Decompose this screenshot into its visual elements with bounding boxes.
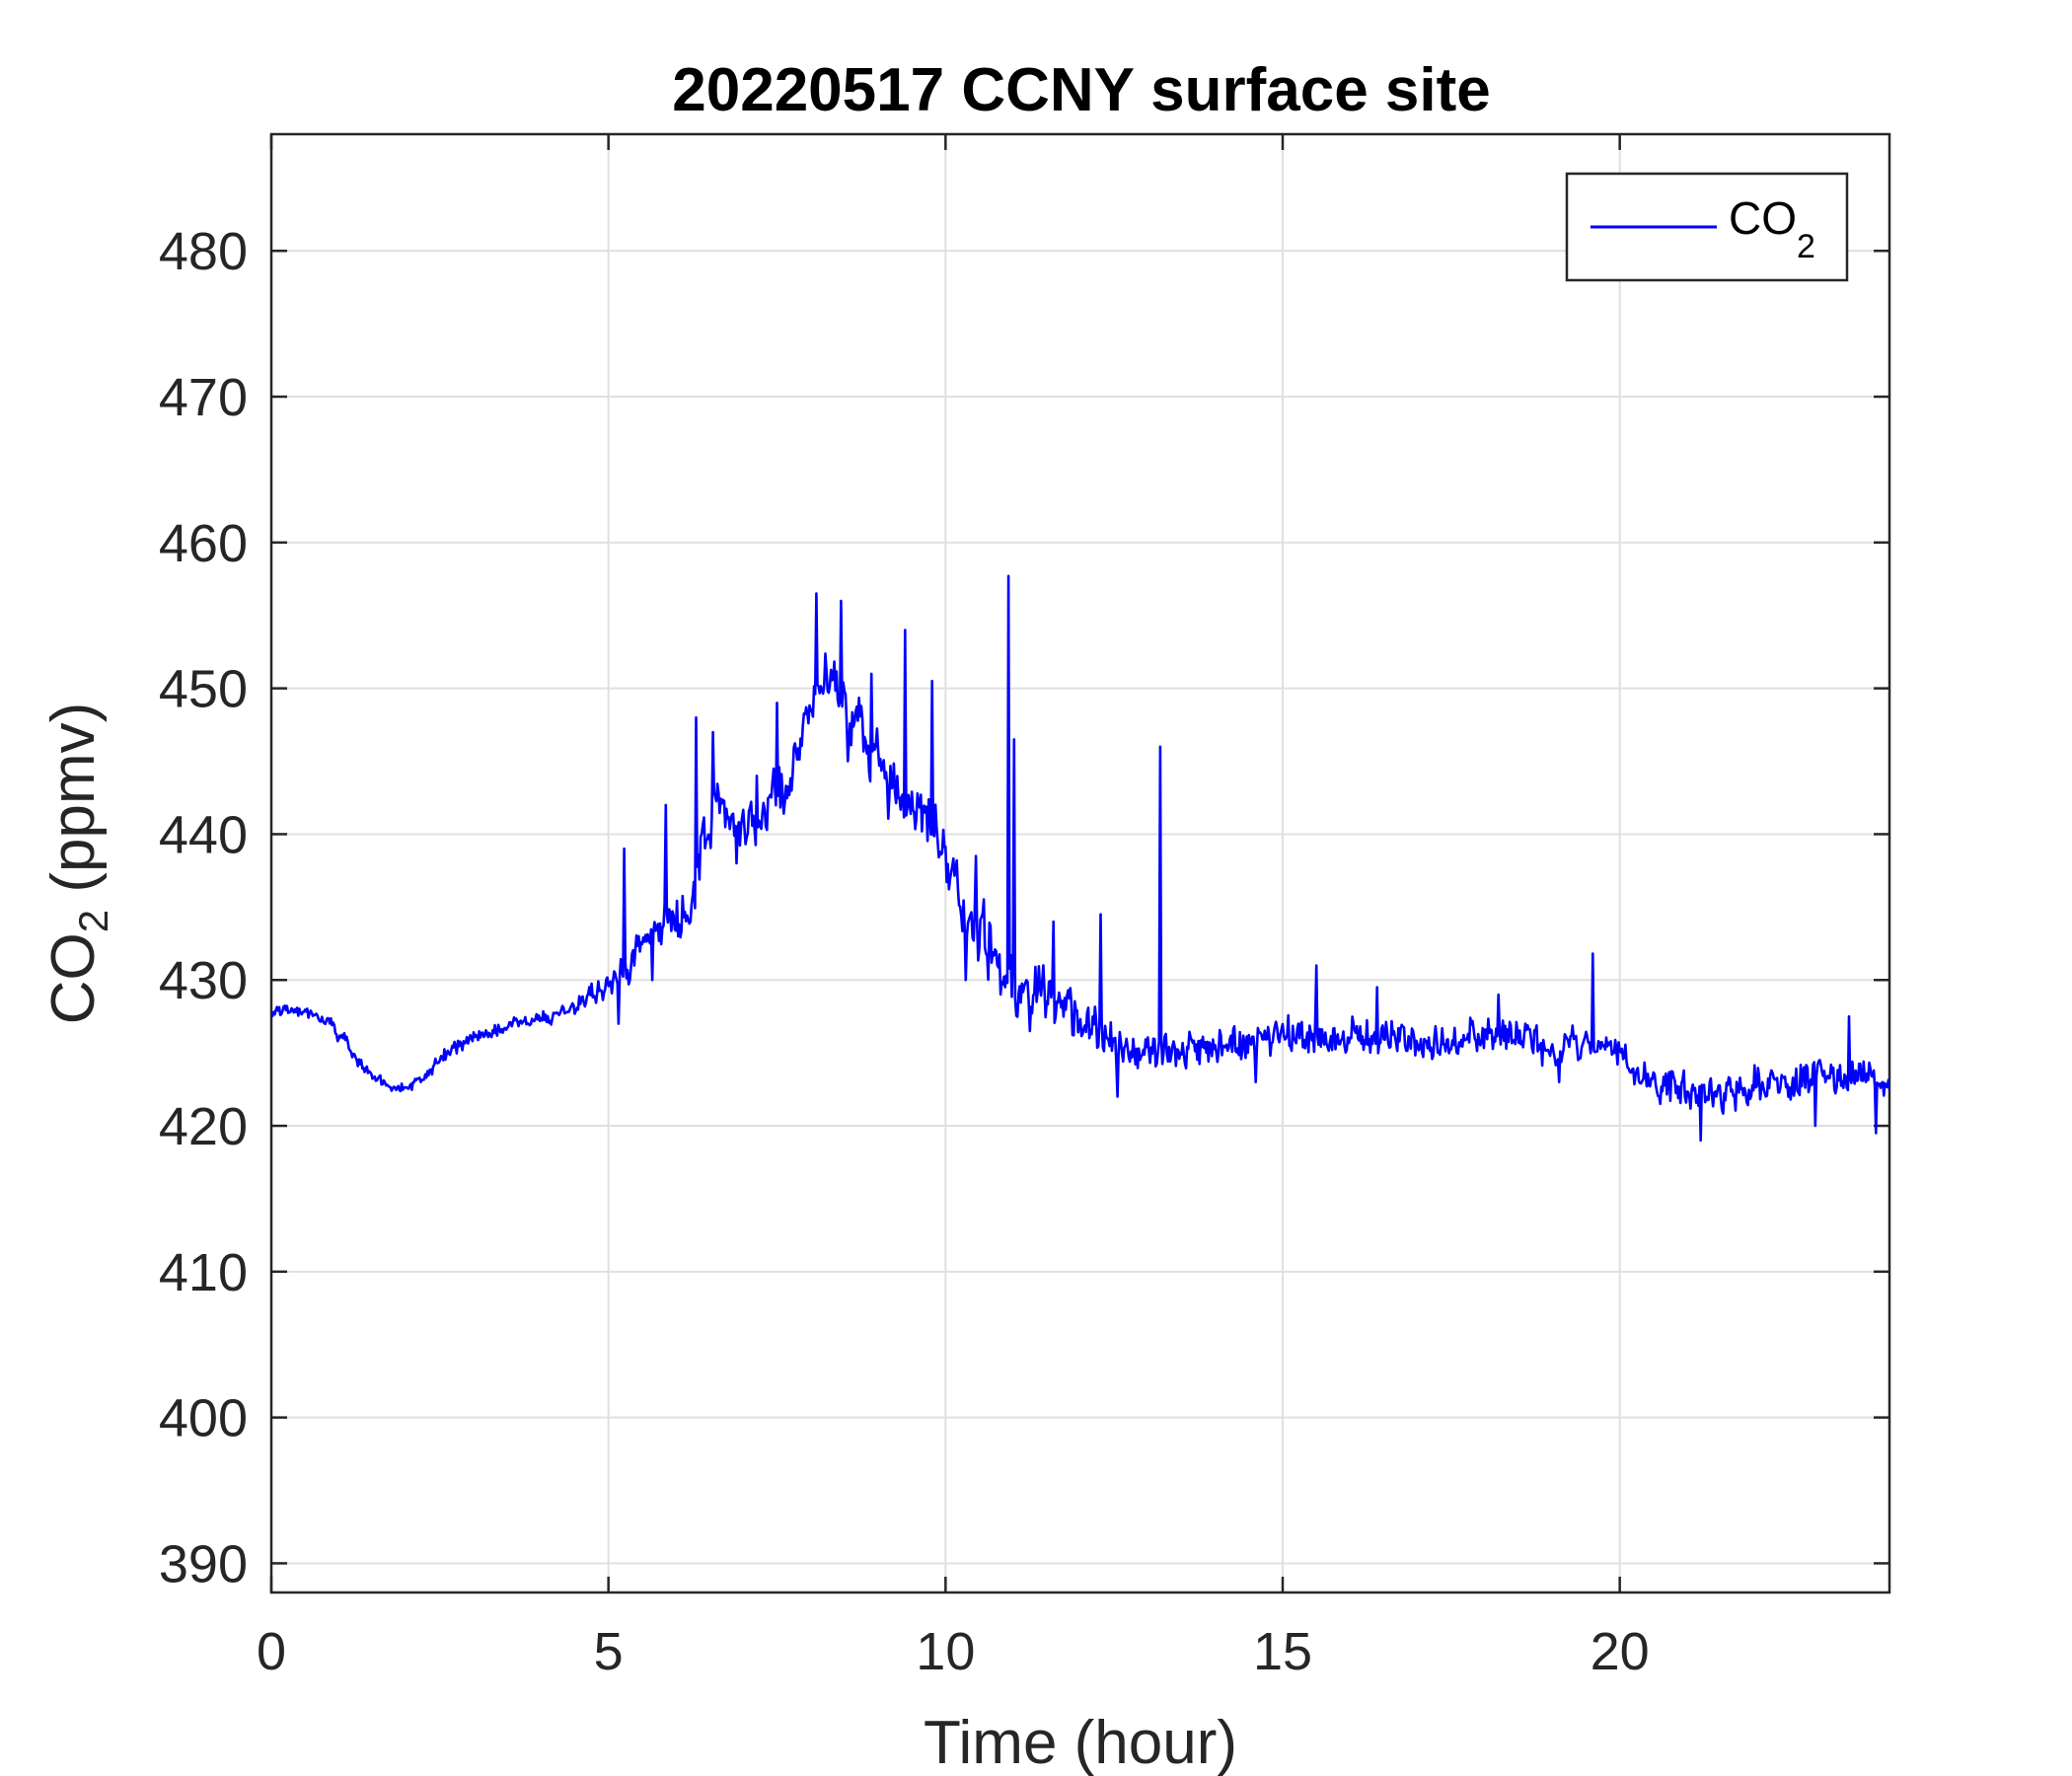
legend-entry-co2: CO2 xyxy=(1729,192,1815,265)
y-tick-label: 440 xyxy=(159,805,248,864)
x-tick-label: 0 xyxy=(257,1622,286,1681)
y-tick-label: 450 xyxy=(159,660,248,719)
y-tick-labels: 390 400 410 420 430 440 450 460 470 480 xyxy=(159,222,248,1593)
y-tick-label: 400 xyxy=(159,1389,248,1448)
x-tick-label: 20 xyxy=(1591,1622,1650,1681)
y-tick-label: 480 xyxy=(159,222,248,281)
y-tick-label: 460 xyxy=(159,514,248,573)
y-axis-label-unit: (ppmv) xyxy=(39,703,108,910)
y-tick-label: 410 xyxy=(159,1243,248,1302)
y-tick-label: 390 xyxy=(159,1534,248,1593)
y-tick-label: 430 xyxy=(159,951,248,1010)
legend: CO2 xyxy=(1565,172,1849,282)
x-tick-label: 15 xyxy=(1253,1622,1312,1681)
axis-ticks xyxy=(269,134,1889,1592)
x-axis-label: Time (hour) xyxy=(924,1709,1237,1776)
legend-entry-main: CO xyxy=(1729,192,1797,244)
y-tick-label: 420 xyxy=(159,1097,248,1156)
chart-title: 20220517 CCNY surface site xyxy=(672,56,1491,124)
x-tick-label: 10 xyxy=(916,1622,975,1681)
y-axis-label: CO2 (ppmv) xyxy=(39,703,116,1025)
x-tick-label: 5 xyxy=(594,1622,624,1681)
plot-area-border xyxy=(269,132,1891,1594)
x-tick-labels: 0 5 10 15 20 xyxy=(257,1622,1650,1681)
co2-series-line xyxy=(271,574,1889,1143)
y-axis-label-subscript: 2 xyxy=(70,910,116,932)
legend-entry-subscript: 2 xyxy=(1797,228,1815,265)
y-tick-label: 470 xyxy=(159,368,248,427)
y-axis-label-main: CO xyxy=(39,932,108,1024)
gridlines xyxy=(271,134,1889,1592)
